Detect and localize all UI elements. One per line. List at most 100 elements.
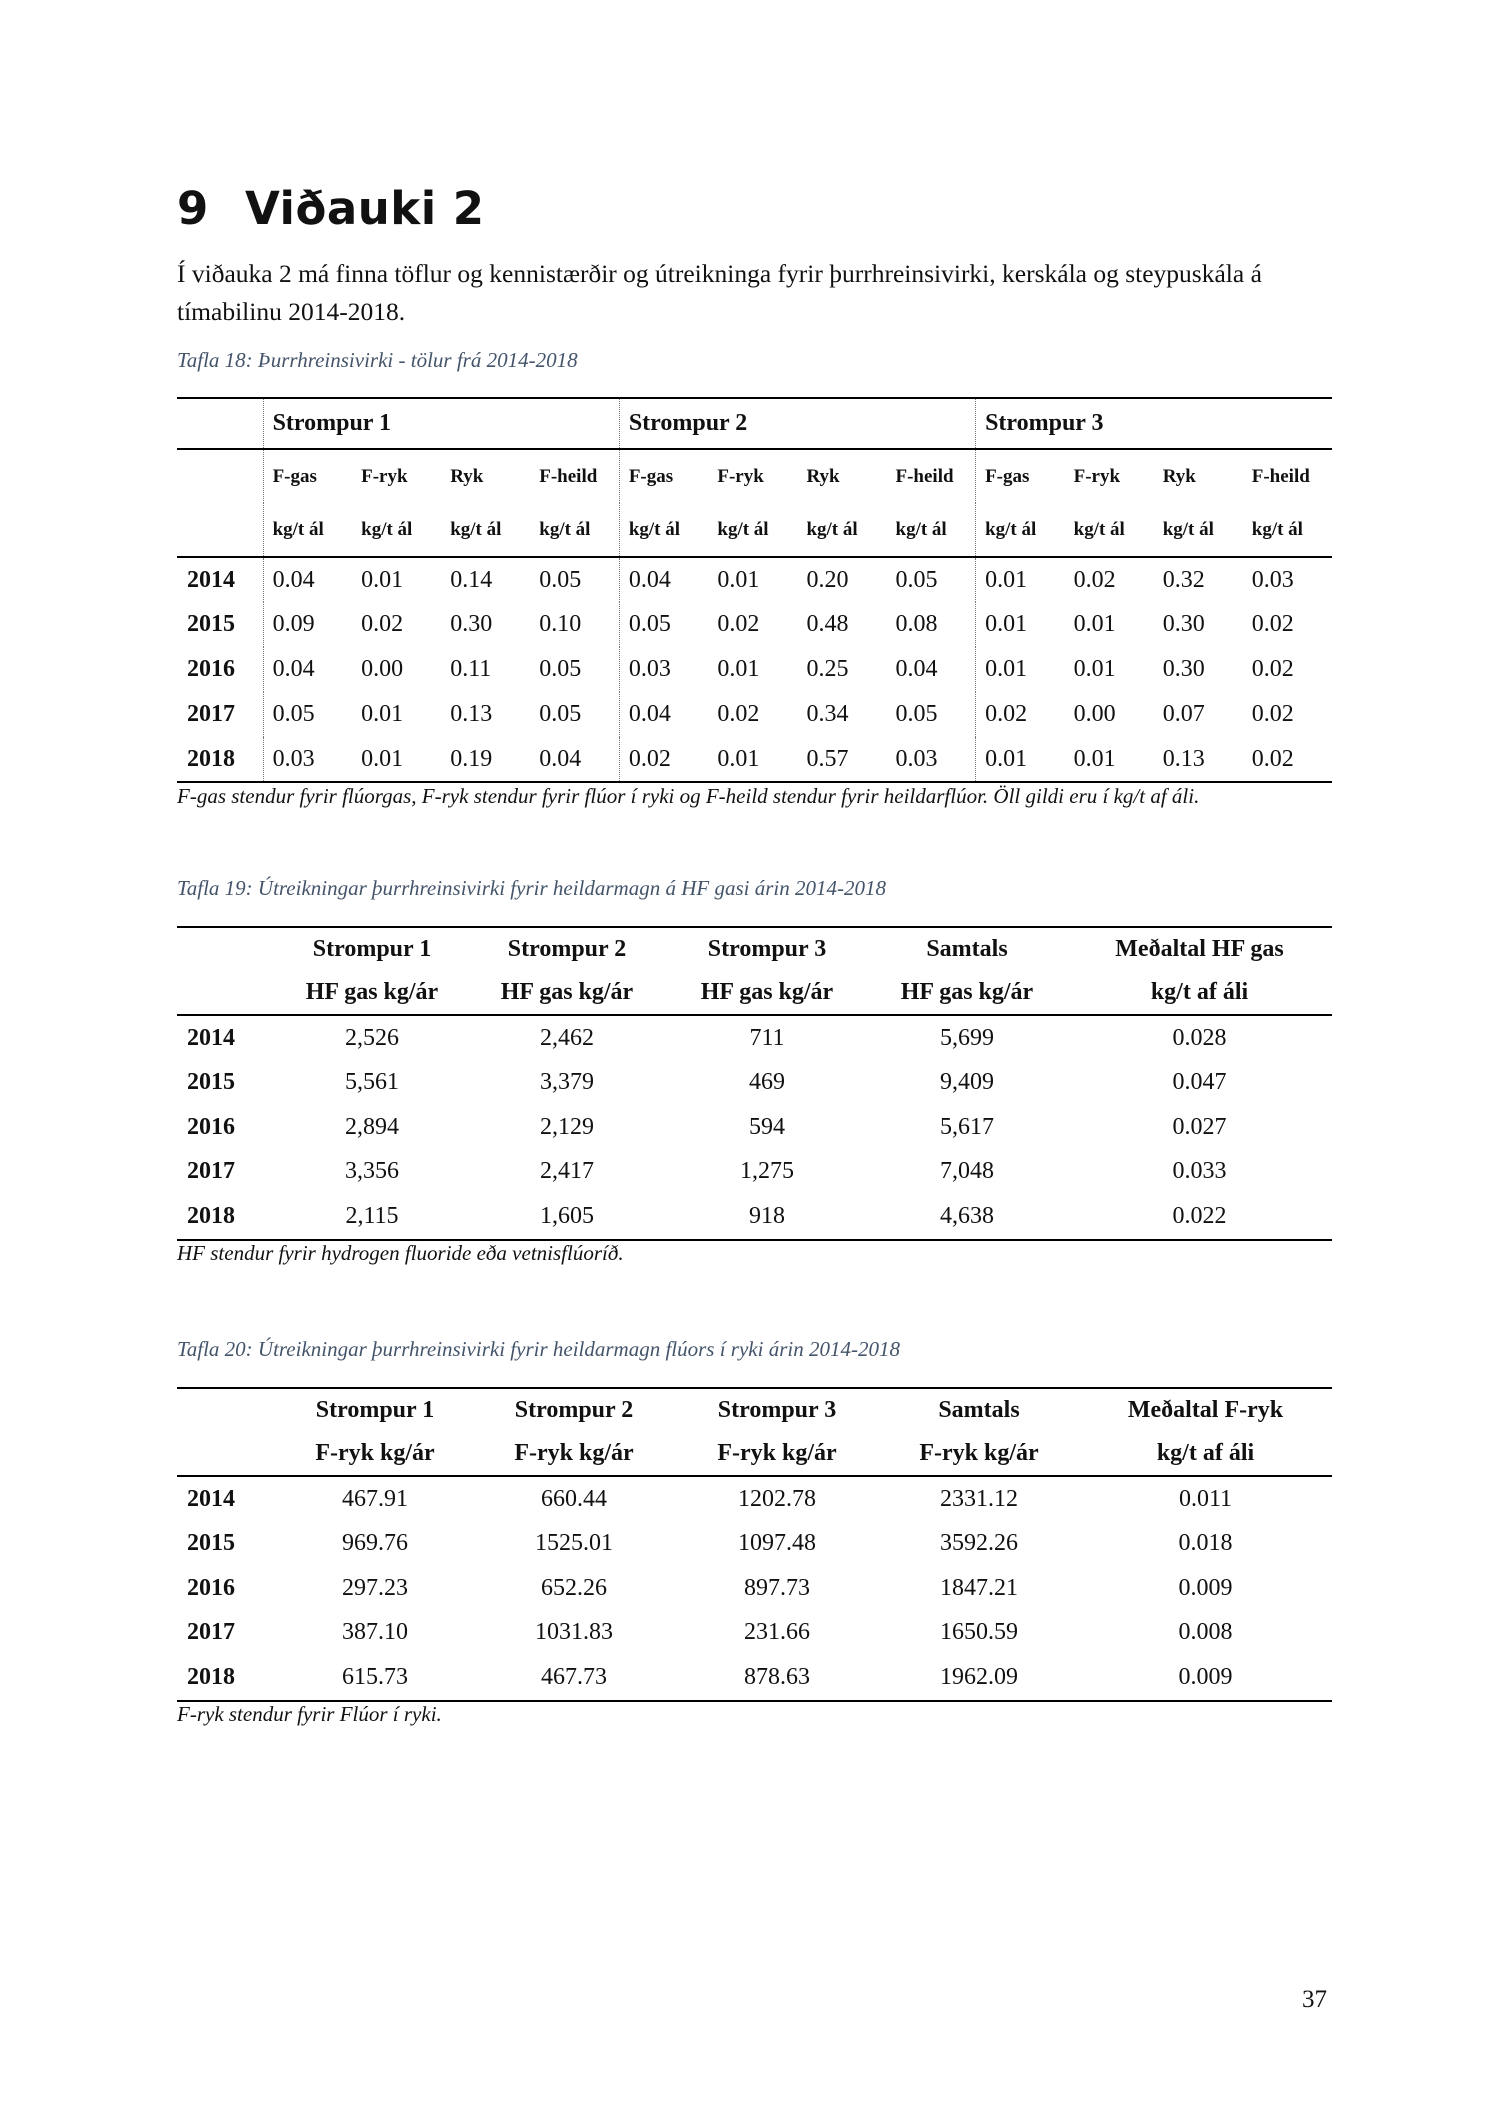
table-cell: 0.19 xyxy=(450,745,493,772)
column-unit: kg/t af áli xyxy=(1156,1440,1255,1466)
table-cell: 1031.83 xyxy=(535,1619,613,1646)
table-cell: 0.03 xyxy=(262,737,353,782)
table-cell: 0.028 xyxy=(1172,1024,1227,1051)
table-cell: 0.01 xyxy=(361,701,404,727)
table-cell: 0.00 xyxy=(361,656,404,682)
table19: Strompur 1 Strompur 2 Strompur 3 Samtals Með… xyxy=(177,926,1332,1241)
column-header: Ryk xyxy=(1162,465,1196,487)
table-cell: 0.30 xyxy=(450,611,493,637)
column-unit: kg/t ál xyxy=(717,518,769,540)
table-cell: 1962.09 xyxy=(940,1663,1018,1690)
table-cell: 0.05 xyxy=(895,701,938,727)
table-cell: 3592.26 xyxy=(940,1530,1018,1557)
table-cell: 0.07 xyxy=(1162,701,1205,727)
row-year: 2017 xyxy=(187,1619,235,1646)
table-cell: 0.011 xyxy=(1178,1485,1233,1512)
row-year: 2018 xyxy=(187,1663,235,1690)
column-unit: kg/t ál xyxy=(895,518,947,540)
table-cell: 0.08 xyxy=(895,611,938,637)
table-cell: 387.10 xyxy=(342,1619,408,1646)
column-unit: HF gas kg/ár xyxy=(500,979,634,1005)
table-cell: 0.05 xyxy=(895,566,938,593)
table-cell: 0.00 xyxy=(1073,701,1116,727)
table-row: 2014 0.04 0.01 0.14 0.05 0.04 0.01 0.20 0.05 0.01… xyxy=(177,557,1332,602)
column-header: F-ryk xyxy=(1073,465,1121,487)
table-cell: 0.05 xyxy=(539,701,582,727)
table-cell: 0.05 xyxy=(618,602,709,647)
table-cell: 469 xyxy=(749,1069,785,1096)
column-unit: kg/t af áli xyxy=(1150,979,1249,1005)
column-unit: kg/t ál xyxy=(618,503,709,557)
column-unit: kg/t ál xyxy=(806,518,858,540)
table-cell: 0.57 xyxy=(806,745,849,772)
table-cell: 0.03 xyxy=(895,745,938,772)
column-unit: F-ryk kg/ár xyxy=(717,1440,837,1466)
table-cell: 918 xyxy=(749,1202,785,1229)
table-cell: 0.01 xyxy=(717,656,760,682)
table-cell: 2,462 xyxy=(540,1024,594,1051)
table-cell: 1202.78 xyxy=(738,1485,816,1512)
table-cell: 0.027 xyxy=(1172,1113,1227,1140)
column-header: Ryk xyxy=(806,465,840,487)
table-cell: 297.23 xyxy=(342,1574,408,1601)
table-cell: 4,638 xyxy=(940,1202,994,1229)
table-cell: 2,115 xyxy=(345,1202,399,1229)
table19-note: HF stendur fyrir hydrogen fluoride eða v… xyxy=(177,1241,624,1265)
table-row: 2017 3,356 2,417 1,275 7,048 0.033 xyxy=(177,1150,1332,1195)
row-year: 2016 xyxy=(187,1574,235,1601)
table-cell: 0.13 xyxy=(450,701,493,727)
table-cell: 0.11 xyxy=(450,656,492,682)
table-cell: 231.66 xyxy=(744,1619,810,1646)
table-cell: 0.04 xyxy=(618,692,709,737)
table-cell: 0.01 xyxy=(975,602,1065,647)
section-number: 9 xyxy=(177,182,209,235)
table-cell: 0.008 xyxy=(1178,1619,1233,1646)
table-cell: 467.73 xyxy=(541,1663,607,1690)
table-cell: 969.76 xyxy=(342,1530,408,1557)
table-cell: 1097.48 xyxy=(738,1530,816,1557)
table-cell: 0.20 xyxy=(806,566,849,593)
table-cell: 0.04 xyxy=(618,557,709,602)
row-year: 2016 xyxy=(187,656,235,682)
table-cell: 0.018 xyxy=(1178,1530,1233,1557)
table-cell: 0.02 xyxy=(717,611,760,637)
table-cell: 2,894 xyxy=(345,1113,399,1140)
table-cell: 0.02 xyxy=(1073,566,1116,593)
row-year: 2014 xyxy=(187,1485,235,1512)
table-cell: 0.009 xyxy=(1178,1663,1233,1690)
table-cell: 3,379 xyxy=(540,1069,594,1096)
table-cell: 0.05 xyxy=(539,566,582,593)
row-year: 2018 xyxy=(187,1202,235,1229)
column-unit: F-ryk kg/ár xyxy=(315,1440,435,1466)
table-cell: 0.02 xyxy=(361,611,404,637)
table-cell: 0.04 xyxy=(262,647,353,692)
row-year: 2017 xyxy=(187,701,235,727)
table-cell: 9,409 xyxy=(940,1069,994,1096)
table-cell: 0.03 xyxy=(1251,566,1294,593)
row-year: 2014 xyxy=(187,566,235,593)
row-year: 2015 xyxy=(187,611,235,637)
table-cell: 0.01 xyxy=(1073,656,1116,682)
group-header: Strompur 2 xyxy=(618,398,976,449)
table-cell: 594 xyxy=(749,1113,785,1140)
table-cell: 0.01 xyxy=(1073,745,1116,772)
table19-caption: Tafla 19: Útreikningar þurrhreinsivirki … xyxy=(177,876,886,900)
column-header: Meðaltal HF gas xyxy=(1115,936,1284,962)
table-cell: 0.05 xyxy=(539,656,582,682)
table-cell: 0.01 xyxy=(975,557,1065,602)
table-row: 2015 5,561 3,379 469 9,409 0.047 xyxy=(177,1061,1332,1106)
column-header: Samtals xyxy=(926,936,1008,962)
table-row: 2018 2,115 1,605 918 4,638 0.022 xyxy=(177,1194,1332,1240)
table-cell: 0.30 xyxy=(1162,611,1205,637)
table-cell: 0.04 xyxy=(262,557,353,602)
table-cell: 2,526 xyxy=(345,1024,399,1051)
table-cell: 615.73 xyxy=(342,1663,408,1690)
table-cell: 0.047 xyxy=(1172,1069,1227,1096)
table18-note: F-gas stendur fyrir flúorgas, F-ryk sten… xyxy=(177,784,1200,808)
column-unit: kg/t ál xyxy=(1251,518,1303,540)
table-row: 2017 0.05 0.01 0.13 0.05 0.04 0.02 0.34 0.05 0.02… xyxy=(177,692,1332,737)
table-cell: 0.34 xyxy=(806,701,849,727)
table-cell: 2331.12 xyxy=(940,1485,1018,1512)
table-cell: 878.63 xyxy=(744,1663,810,1690)
column-header: Meðaltal F-ryk xyxy=(1127,1397,1284,1423)
